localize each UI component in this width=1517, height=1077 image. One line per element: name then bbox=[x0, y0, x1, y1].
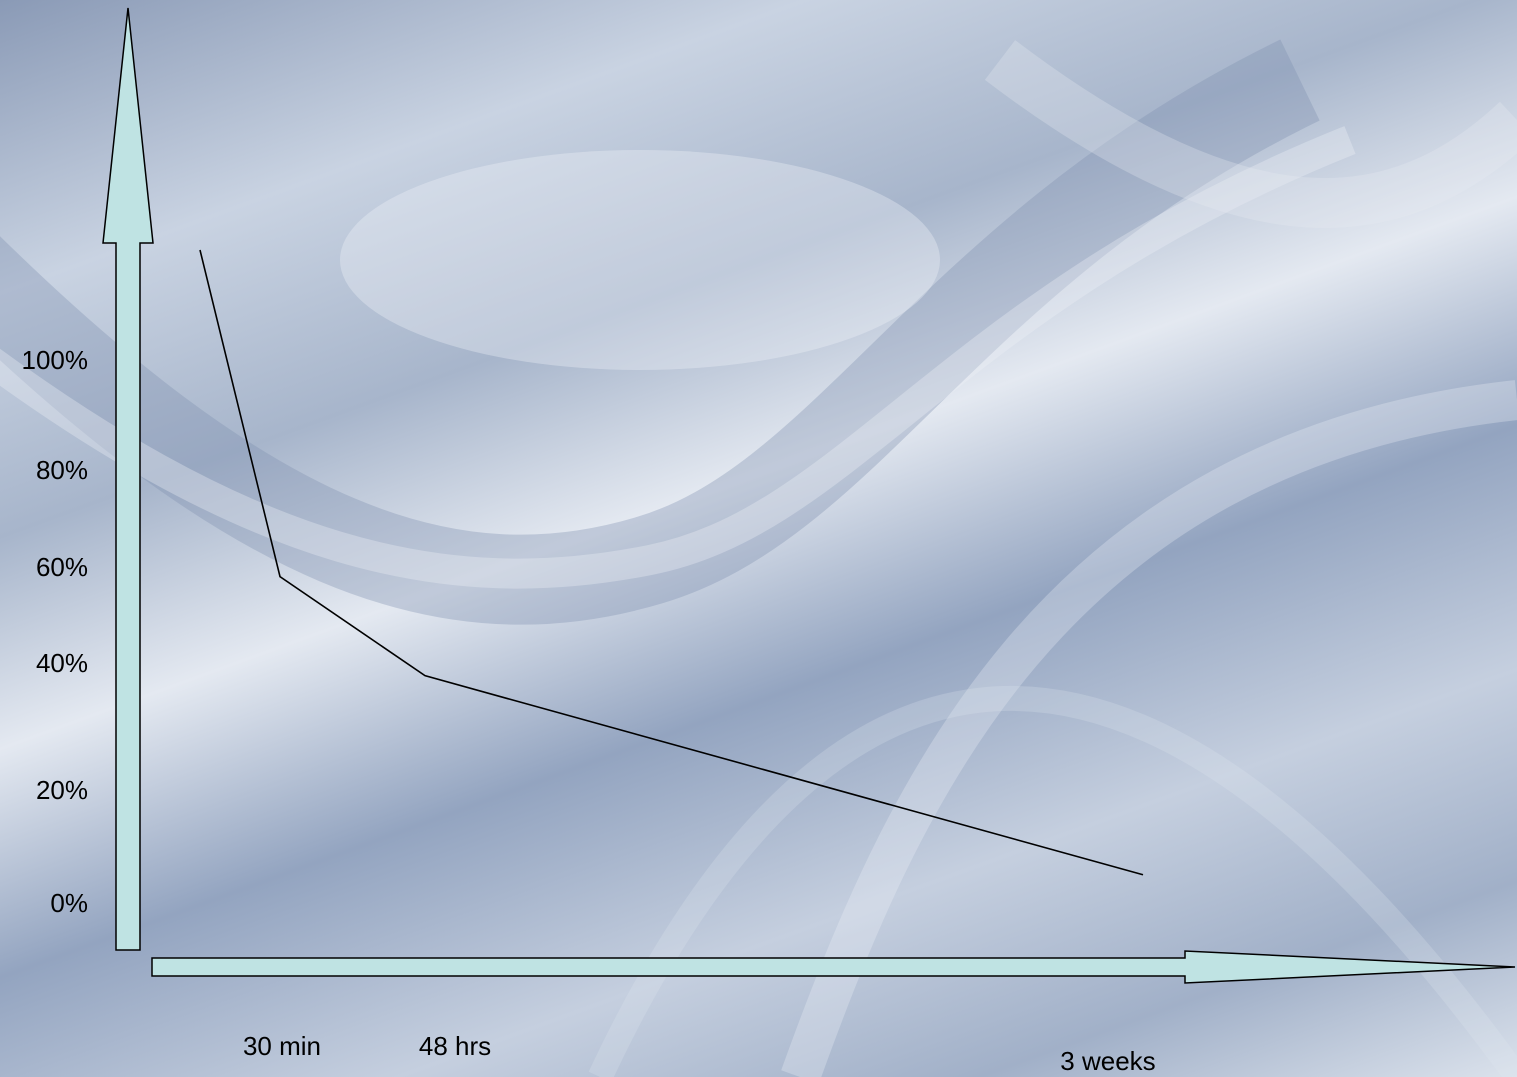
y-tick-label: 40% bbox=[36, 648, 88, 678]
data-points bbox=[199, 249, 1144, 875]
series-line bbox=[199, 249, 1144, 876]
x-axis-tick-labels: 30 min 48 hrs 3 weeks bbox=[243, 1031, 1156, 1076]
y-tick-label: 0% bbox=[50, 888, 88, 918]
y-axis-tick-labels: 0% 20% 40% 60% 80% 100% bbox=[22, 345, 89, 918]
y-tick-label: 100% bbox=[22, 345, 89, 375]
x-tick-label: 3 weeks bbox=[1060, 1046, 1155, 1076]
x-tick-label: 30 min bbox=[243, 1031, 321, 1061]
x-tick-label: 48 hrs bbox=[419, 1031, 491, 1061]
y-tick-label: 60% bbox=[36, 552, 88, 582]
y-tick-label: 20% bbox=[36, 775, 88, 805]
y-axis-arrow bbox=[102, 7, 154, 951]
y-tick-label: 80% bbox=[36, 455, 88, 485]
x-axis-arrow bbox=[151, 950, 1516, 984]
